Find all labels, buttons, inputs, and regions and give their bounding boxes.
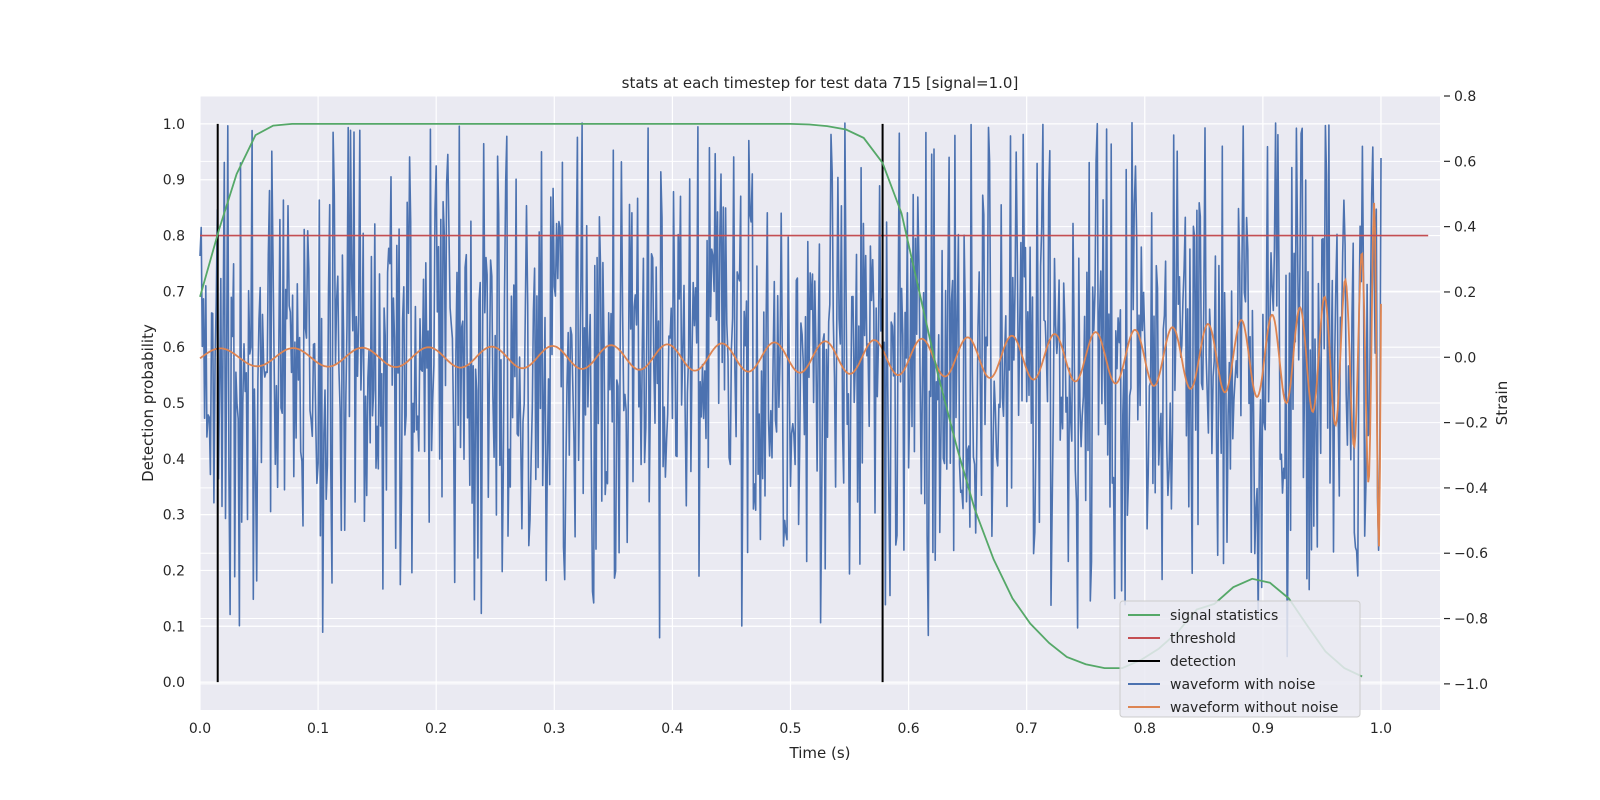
y2-tick-label: 0.8: [1454, 89, 1476, 105]
legend-label-clean: waveform without noise: [1170, 700, 1338, 716]
legend-label-detection: detection: [1170, 654, 1236, 670]
x-tick-label: 0.5: [779, 721, 801, 737]
series-signal-statistics: [199, 123, 1363, 678]
x-tick-label: 0.4: [661, 721, 683, 737]
x-tick-label: 0.9: [1252, 721, 1274, 737]
y-tick-label: 0.6: [163, 340, 185, 356]
y-tick-label: 0.8: [163, 229, 185, 245]
x-tick-label: 0.1: [307, 721, 329, 737]
y2-tick-label: −0.8: [1454, 612, 1488, 628]
x-tick-label: 0.6: [897, 721, 919, 737]
y-tick-label: 0.0: [163, 675, 185, 691]
y2-axis-label: Strain: [1493, 381, 1511, 425]
y2-tick-label: 0.0: [1454, 350, 1476, 366]
y2-tick-label: −1.0: [1454, 677, 1488, 693]
y-tick-label: 0.1: [163, 619, 185, 635]
x-tick-label: 0.8: [1134, 721, 1156, 737]
chart-title: stats at each timestep for test data 715…: [622, 74, 1019, 92]
y-tick-label: 0.7: [163, 284, 185, 300]
y-tick-label: 0.4: [163, 452, 185, 468]
y2-tick-label: 0.6: [1454, 154, 1476, 170]
x-tick-label: 1.0: [1370, 721, 1392, 737]
y2-tick-label: −0.6: [1454, 546, 1488, 562]
y-tick-label: 0.9: [163, 173, 185, 189]
legend-box: [1119, 600, 1361, 718]
series-waveform-without-noise: [199, 202, 1382, 547]
y-tick-label: 0.2: [163, 563, 185, 579]
y2-tick-label: −0.4: [1454, 481, 1488, 497]
legend-label-threshold: threshold: [1170, 631, 1236, 647]
y-tick-label: 0.5: [163, 396, 185, 412]
x-tick-label: 0.7: [1016, 721, 1038, 737]
series-layer: [199, 121, 1429, 683]
y-tick-label: 0.3: [163, 508, 185, 524]
y2-tick-label: 0.4: [1454, 220, 1476, 236]
tick-layer: 0.0 0.1 0.2 0.3 0.4 0.5 0.6 0.7 0.8 0.9 1.0 0.0 0.1 0…: [163, 89, 1488, 737]
x-axis-label: Time (s): [789, 744, 851, 762]
y2-tick-label: −0.2: [1454, 416, 1488, 432]
series-waveform-with-noise: [199, 121, 1382, 658]
x-tick-label: 0.0: [189, 721, 211, 737]
x-tick-label: 0.3: [543, 721, 565, 737]
legend-label-noisy: waveform with noise: [1170, 677, 1315, 693]
y-axis-label: Detection probability: [139, 324, 157, 482]
y-tick-label: 1.0: [163, 117, 185, 133]
legend-label-signal: signal statistics: [1170, 608, 1278, 624]
x-tick-label: 0.2: [425, 721, 447, 737]
legend: signal statistics threshold detection wa…: [1119, 600, 1361, 718]
y2-tick-label: 0.2: [1454, 285, 1476, 301]
